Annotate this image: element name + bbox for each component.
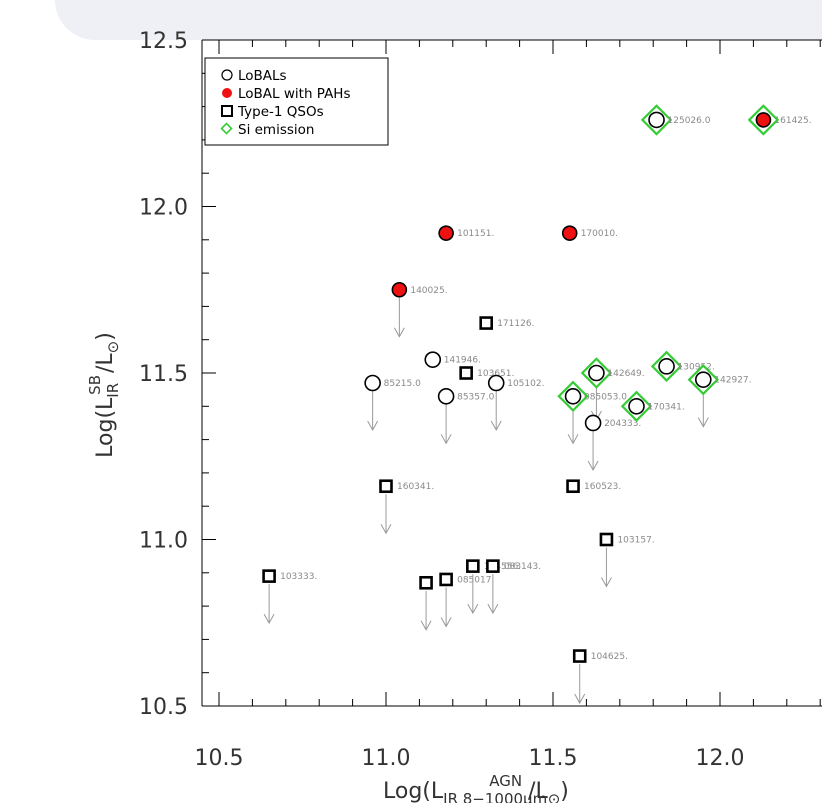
type1-qso-marker bbox=[419, 575, 433, 590]
lobal-marker bbox=[424, 351, 442, 368]
upper-limit-arrowhead bbox=[263, 613, 275, 625]
point-label: 085017. bbox=[457, 575, 494, 585]
point-label: 141946. bbox=[444, 356, 481, 366]
point-label: 204333. bbox=[604, 419, 641, 429]
point-label: 140025. bbox=[410, 286, 447, 296]
point-label: 104556. bbox=[484, 562, 521, 572]
lobal-pah-marker bbox=[438, 225, 454, 241]
lobal-pah-marker bbox=[561, 225, 578, 241]
upper-limit-arrowhead bbox=[567, 434, 579, 445]
upper-limit-arrowhead bbox=[697, 417, 709, 428]
x-axis-title: Log(LIR 8−1000μmAGN/L⊙) bbox=[383, 772, 569, 803]
upper-limit-arrowhead bbox=[467, 603, 479, 615]
point-label: 171126. bbox=[497, 319, 534, 329]
upper-limit-arrowhead bbox=[587, 460, 599, 471]
lobal-pah-marker bbox=[755, 112, 772, 128]
point-label: 160523. bbox=[584, 482, 621, 492]
legend-label-qso: Type-1 QSOs bbox=[237, 104, 324, 120]
upper-limit-arrowhead bbox=[574, 693, 586, 705]
type1-qso-marker bbox=[486, 559, 500, 573]
upper-limit-arrowhead bbox=[440, 617, 452, 628]
point-label: 85357.0 bbox=[457, 392, 494, 402]
point-label: 142649. bbox=[607, 369, 644, 379]
lobal-marker bbox=[648, 111, 665, 129]
legend-label-lobal: LoBALs bbox=[238, 68, 287, 84]
point-label: 142927. bbox=[714, 376, 751, 386]
point-label: 130952. bbox=[678, 362, 715, 372]
data-marks: 125026.0 161425. 101151. 170010. 140025. 1711… bbox=[262, 104, 812, 705]
point-label: 125026.0 bbox=[668, 116, 711, 126]
x-tick-label: 11.5 bbox=[529, 746, 578, 771]
x-tick-label: 12.0 bbox=[696, 746, 745, 771]
point-label: 083143. bbox=[504, 562, 541, 572]
axes: 10.5 11.0 11.5 12.0 10.5 11.0 11.5 12.0 12.5 bbox=[139, 29, 822, 771]
upper-limit-arrowhead bbox=[487, 603, 499, 615]
point-label: 105102. bbox=[507, 379, 544, 389]
type1-qso-marker bbox=[262, 569, 276, 583]
lobal-marker bbox=[564, 388, 582, 405]
upper-limit-arrowhead bbox=[420, 620, 432, 631]
legend: LoBALs LoBAL with PAHs Type-1 QSOs Si em… bbox=[204, 57, 389, 146]
lobal-marker bbox=[694, 371, 712, 388]
lobal-marker bbox=[437, 388, 455, 405]
point-label: 170010. bbox=[581, 229, 618, 239]
point-label: 103651. bbox=[477, 369, 514, 379]
lobal-marker bbox=[364, 374, 381, 392]
y-tick-label: 12.0 bbox=[139, 196, 188, 221]
point-label: 103333. bbox=[280, 572, 317, 582]
point-label: 160341. bbox=[397, 482, 434, 492]
point-label: 85215.0 bbox=[384, 379, 421, 389]
upper-limit-arrowhead bbox=[380, 523, 392, 535]
point-label: 161425. bbox=[774, 116, 811, 126]
point-label: 101151. bbox=[457, 229, 494, 239]
legend-symbol-si bbox=[220, 122, 233, 135]
lobal-marker bbox=[487, 374, 505, 392]
type1-qso-marker bbox=[466, 559, 480, 573]
type1-qso-marker bbox=[479, 316, 494, 330]
point-label: 170341. bbox=[648, 402, 685, 412]
lobal-pah-marker bbox=[391, 281, 408, 298]
upper-limit-arrowhead bbox=[367, 420, 379, 432]
point-label: 103157. bbox=[617, 536, 654, 546]
legend-label-si: Si emission bbox=[238, 122, 314, 138]
upper-limit-arrowhead bbox=[393, 327, 405, 338]
legend-box bbox=[204, 57, 389, 146]
y-tick-label: 10.5 bbox=[139, 695, 188, 720]
background-band bbox=[55, 0, 822, 40]
legend-symbol-lobal bbox=[221, 69, 233, 81]
y-tick-label: 11.5 bbox=[139, 362, 188, 387]
point-label: 104625. bbox=[591, 652, 628, 662]
x-tick-label: 11.0 bbox=[362, 746, 411, 771]
type1-qso-marker bbox=[572, 649, 587, 663]
point-label: 085053.0 bbox=[584, 392, 627, 402]
y-tick-label: 12.5 bbox=[139, 29, 188, 54]
type1-qso-marker bbox=[379, 479, 393, 494]
legend-label-pah: LoBAL with PAHs bbox=[238, 86, 350, 102]
lobal-marker bbox=[588, 364, 605, 382]
type1-qso-marker bbox=[566, 479, 580, 494]
lobal-marker bbox=[658, 358, 675, 375]
type1-qso-marker bbox=[439, 572, 453, 587]
type1-qso-marker bbox=[459, 366, 473, 380]
upper-limit-arrowhead bbox=[490, 420, 502, 432]
x-tick-label: 10.5 bbox=[195, 746, 244, 771]
upper-limit-arrowhead bbox=[440, 434, 452, 445]
y-axis-title: Log(LIRSB/L⊙) bbox=[86, 332, 122, 458]
type1-qso-marker bbox=[599, 532, 614, 547]
upper-limit-arrowhead bbox=[601, 577, 612, 588]
legend-symbol-qso bbox=[221, 105, 233, 117]
legend-symbol-pah bbox=[222, 88, 232, 98]
y-tick-label: 11.0 bbox=[139, 529, 188, 554]
lobal-marker bbox=[628, 397, 645, 415]
lobal-marker bbox=[584, 414, 602, 432]
